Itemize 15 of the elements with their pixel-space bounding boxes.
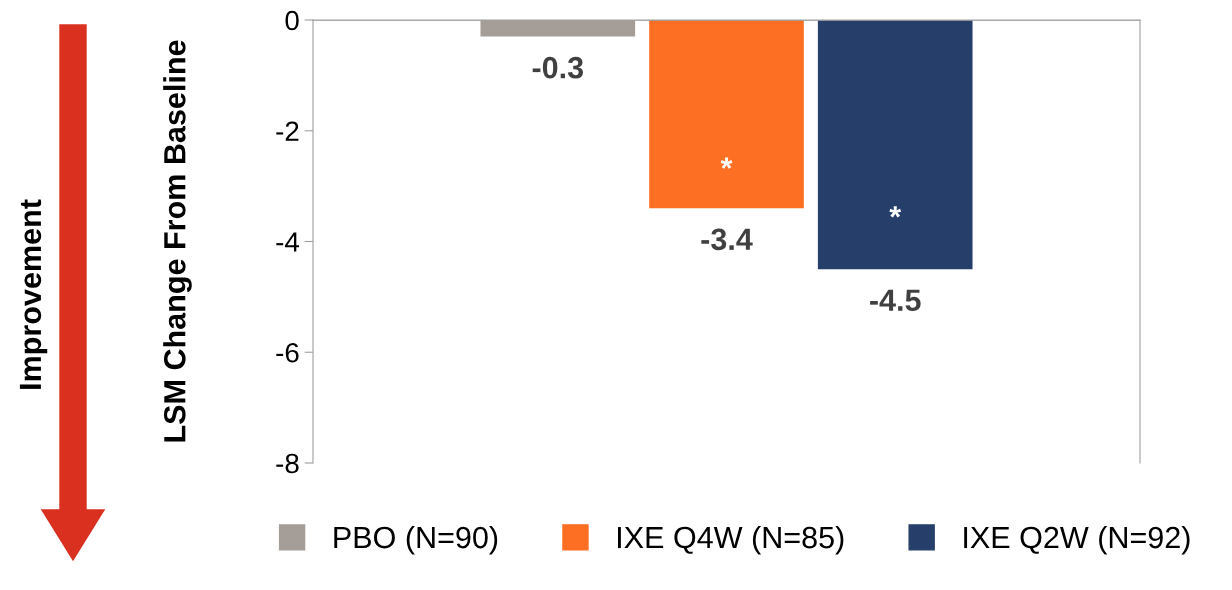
y-tick-label: -4: [276, 232, 299, 252]
y-axis-title: LSM Change From Baseline: [163, 40, 192, 442]
data-label: -3.4: [701, 228, 753, 251]
data-label: -4.5: [870, 289, 921, 312]
text: Improvement: [19, 199, 48, 389]
annotation: *: [720, 157, 733, 169]
legend-label: PBO (N=90): [334, 525, 498, 555]
y-tick-label: -2: [276, 121, 299, 141]
data-label: -0.3: [532, 56, 584, 79]
annotation: *: [889, 206, 902, 218]
legend-label: IXE Q4W (N=85): [618, 525, 844, 555]
legend-label: IXE Q2W (N=92): [964, 525, 1190, 555]
y-tick-label: -8: [276, 453, 299, 474]
y-tick-label: 0: [285, 10, 299, 31]
y-tick-label: -6: [276, 342, 299, 363]
